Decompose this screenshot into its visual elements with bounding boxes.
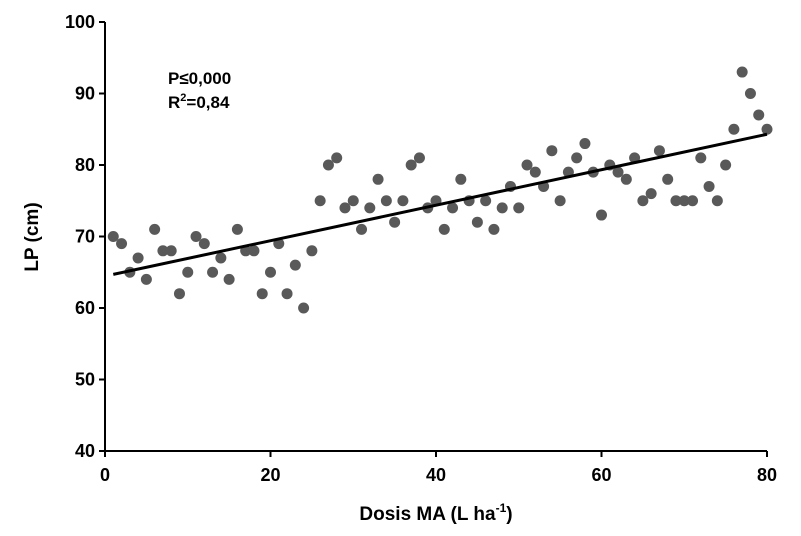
- data-point: [678, 195, 690, 207]
- x-tick-label: 60: [591, 465, 611, 485]
- data-point: [637, 195, 649, 207]
- data-point: [620, 173, 632, 185]
- data-point: [215, 252, 227, 264]
- data-point: [653, 145, 665, 157]
- x-tick-label: 80: [757, 465, 777, 485]
- data-point: [372, 173, 384, 185]
- y-axis-ticks: 40 50 60 70 80 90 100: [65, 12, 105, 461]
- data-point: [322, 159, 334, 171]
- data-point: [521, 159, 533, 171]
- data-point: [223, 273, 235, 285]
- data-point: [720, 159, 732, 171]
- r2-prefix: R: [168, 93, 180, 112]
- data-point: [397, 195, 409, 207]
- x-axis-title-superscript: -1: [496, 501, 507, 515]
- y-tick-label: 80: [75, 155, 95, 175]
- data-point: [438, 223, 450, 235]
- data-point: [298, 302, 310, 314]
- data-point: [687, 195, 699, 207]
- data-point: [728, 123, 740, 135]
- data-point: [703, 180, 715, 192]
- data-point: [645, 188, 657, 200]
- data-point: [339, 202, 351, 214]
- data-point: [140, 273, 152, 285]
- data-point: [612, 166, 624, 178]
- data-point: [347, 195, 359, 207]
- data-point: [579, 138, 591, 150]
- data-point: [165, 245, 177, 257]
- data-point: [596, 209, 607, 221]
- data-point: [389, 216, 401, 228]
- data-point: [670, 195, 682, 207]
- data-point: [231, 223, 243, 235]
- data-point: [207, 266, 219, 278]
- x-axis-title-end: ): [506, 504, 512, 525]
- data-point: [471, 216, 483, 228]
- data-point: [331, 152, 343, 164]
- y-tick-label: 40: [75, 441, 95, 461]
- r2-value: =0,84: [186, 93, 230, 112]
- y-axis-title: LP (cm): [22, 202, 43, 271]
- y-tick-label: 100: [65, 12, 95, 32]
- data-point: [405, 159, 417, 171]
- data-point: [198, 238, 210, 250]
- data-point: [256, 288, 268, 300]
- data-point: [571, 152, 583, 164]
- data-point: [447, 202, 459, 214]
- data-point: [157, 245, 169, 257]
- data-point: [513, 202, 525, 214]
- y-tick-label: 60: [75, 298, 95, 318]
- data-point: [356, 223, 368, 235]
- data-point: [248, 245, 260, 257]
- r2-annotation: R2=0,84: [168, 92, 230, 112]
- data-point: [107, 231, 119, 242]
- data-point: [281, 288, 293, 300]
- trendline: [112, 132, 768, 276]
- data-point: [488, 223, 500, 235]
- data-points: [107, 66, 773, 314]
- data-point: [132, 252, 144, 264]
- data-point: [116, 238, 128, 250]
- y-tick-label: 90: [75, 84, 95, 104]
- x-axis-title: Dosis MA (L ha-1): [359, 501, 512, 525]
- data-point: [190, 231, 202, 242]
- data-point: [413, 152, 425, 164]
- data-point: [546, 145, 558, 157]
- data-point: [314, 195, 326, 207]
- x-axis-title-main: Dosis MA (L ha: [359, 504, 496, 525]
- x-tick-label: 0: [100, 465, 110, 485]
- data-point: [736, 66, 748, 78]
- data-point: [695, 152, 707, 164]
- data-point: [753, 109, 765, 121]
- data-point: [711, 195, 723, 207]
- data-point: [380, 195, 392, 207]
- data-point: [364, 202, 376, 214]
- p-value-annotation: P≤0,000: [168, 69, 231, 88]
- data-point: [480, 195, 492, 207]
- r2-superscript: 2: [180, 92, 186, 104]
- x-axis-ticks: 0 20 40 60 80: [100, 451, 777, 485]
- data-point: [554, 195, 566, 207]
- data-point: [496, 202, 508, 214]
- data-point: [662, 173, 674, 185]
- data-point: [455, 173, 467, 185]
- y-tick-label: 70: [75, 227, 95, 247]
- data-point: [761, 123, 773, 135]
- data-point: [529, 166, 541, 178]
- data-point: [265, 266, 276, 278]
- data-point: [744, 88, 756, 99]
- x-tick-label: 20: [260, 465, 280, 485]
- x-tick-label: 40: [426, 465, 446, 485]
- y-tick-label: 50: [75, 370, 95, 390]
- data-point: [173, 288, 185, 300]
- data-point: [289, 259, 301, 271]
- data-point: [306, 245, 318, 257]
- data-point: [182, 266, 194, 278]
- data-point: [149, 223, 161, 235]
